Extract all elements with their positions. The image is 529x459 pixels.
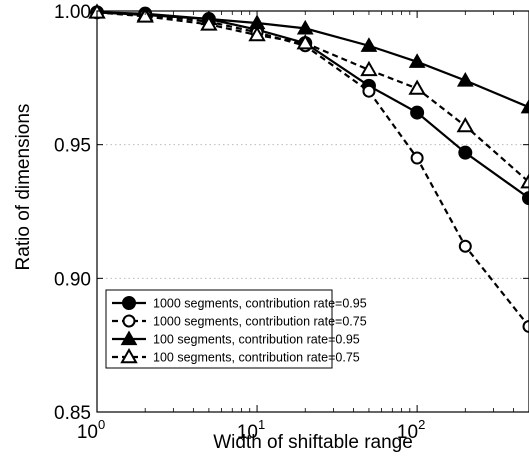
- legend-entry: 1000 segments, contribution rate=0.75: [112, 314, 367, 329]
- y-tick-label: 1.00: [54, 2, 91, 23]
- data-point: [248, 26, 266, 42]
- data-point: [408, 53, 426, 68]
- legend-entry: 1000 segments, contribution rate=0.95: [112, 296, 367, 311]
- data-point: [520, 98, 529, 114]
- x-tick-label: 102: [397, 417, 425, 443]
- legend-marker: [120, 347, 138, 364]
- y-tick-label: 0.95: [54, 136, 91, 157]
- data-point: [360, 60, 378, 77]
- data-point: [522, 319, 529, 333]
- y-tick-label: 0.85: [54, 403, 91, 424]
- legend-entry: 100 segments, contribution rate=0.75: [112, 347, 360, 365]
- legend-label: 100 segments, contribution rate=0.75: [153, 351, 360, 365]
- data-point: [522, 191, 529, 206]
- legend-label: 100 segments, contribution rate=0.95: [153, 333, 360, 347]
- data-point: [458, 239, 472, 253]
- legend-marker: [120, 330, 138, 346]
- data-point: [200, 15, 218, 31]
- data-point: [360, 37, 378, 52]
- data-point: [408, 79, 426, 95]
- data-point: [410, 105, 425, 120]
- y-axis-title: Ratio of dimensions: [13, 104, 34, 271]
- data-point: [520, 173, 529, 189]
- legend-marker: [122, 296, 136, 310]
- data-point: [136, 7, 154, 23]
- data-point: [456, 116, 475, 133]
- data-point: [458, 145, 473, 160]
- y-tick-label: 0.90: [54, 269, 91, 290]
- legend-entry: 100 segments, contribution rate=0.95: [112, 330, 360, 347]
- legend-label: 1000 segments, contribution rate=0.75: [153, 315, 367, 329]
- x-axis-title: Width of shiftable range: [213, 432, 413, 453]
- legend-label: 1000 segments, contribution rate=0.95: [153, 297, 367, 311]
- data-point: [296, 34, 314, 50]
- legend: 1000 segments, contribution rate=0.95 100…: [105, 289, 367, 369]
- legend-marker: [122, 314, 136, 328]
- series-4: [88, 3, 529, 189]
- axis-ticks: 0.85 0.90 0.95 1.00 100 101 102: [54, 2, 529, 443]
- data-point: [410, 151, 424, 165]
- series-layer: [88, 3, 529, 333]
- legend-entries: 1000 segments, contribution rate=0.95 100…: [112, 296, 367, 365]
- x-tick-label: 101: [237, 417, 265, 443]
- plot-frame: [96, 10, 529, 413]
- data-point: [296, 19, 314, 35]
- data-point: [362, 84, 376, 98]
- x-tick-label: 100: [77, 417, 105, 443]
- data-point: [456, 71, 474, 87]
